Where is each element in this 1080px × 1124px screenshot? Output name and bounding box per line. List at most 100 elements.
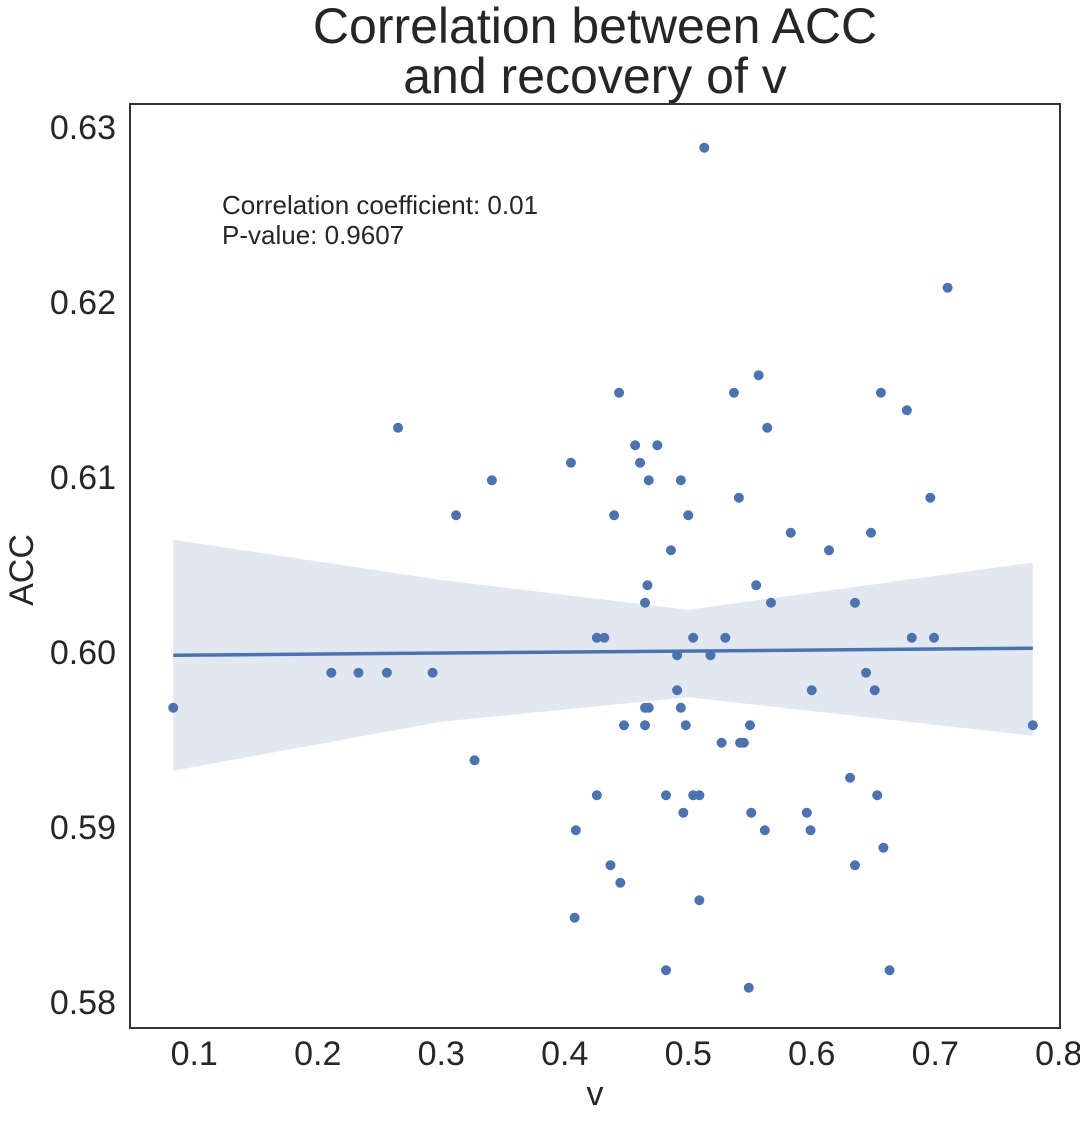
data-point	[746, 807, 757, 818]
y-tick-label: 0.60	[50, 634, 116, 672]
y-tick-label: 0.63	[50, 109, 116, 147]
data-point	[728, 387, 739, 398]
data-point	[720, 632, 731, 643]
data-point	[451, 510, 462, 521]
data-point	[381, 667, 392, 678]
data-point	[733, 492, 744, 503]
data-point	[738, 737, 749, 748]
y-tick-label: 0.62	[50, 284, 116, 322]
x-tick-label: 0.8	[1035, 1035, 1080, 1073]
data-point	[168, 702, 179, 713]
data-point	[929, 632, 940, 643]
data-point	[605, 860, 616, 871]
y-tick-label: 0.58	[50, 984, 116, 1022]
data-point	[680, 720, 691, 731]
data-point	[661, 790, 672, 801]
data-point	[609, 510, 620, 521]
data-point	[866, 527, 877, 538]
data-point	[643, 702, 654, 713]
data-point	[570, 825, 581, 836]
data-point	[806, 685, 817, 696]
data-point	[694, 895, 705, 906]
data-point	[642, 580, 653, 591]
data-point	[705, 650, 716, 661]
data-point	[643, 475, 654, 486]
data-point	[884, 965, 895, 976]
data-point	[906, 632, 917, 643]
plot-frame	[129, 103, 1061, 1029]
data-point	[591, 790, 602, 801]
x-tick-label: 0.5	[665, 1035, 712, 1073]
x-tick-label: 0.7	[912, 1035, 959, 1073]
data-point	[640, 597, 651, 608]
data-point	[942, 282, 953, 293]
data-point	[849, 860, 860, 871]
y-tick-label: 0.59	[50, 809, 116, 847]
data-point	[716, 737, 727, 748]
data-point	[675, 702, 686, 713]
data-point	[393, 422, 404, 433]
data-point	[925, 492, 936, 503]
data-point	[875, 387, 886, 398]
y-tick-label: 0.61	[50, 459, 116, 497]
data-point	[615, 877, 626, 888]
data-point	[678, 807, 689, 818]
data-point	[1027, 720, 1038, 731]
data-point	[569, 912, 580, 923]
data-point	[805, 825, 816, 836]
data-point	[688, 632, 699, 643]
data-point	[486, 475, 497, 486]
data-point	[801, 807, 812, 818]
data-point	[878, 842, 889, 853]
data-point	[353, 667, 364, 678]
data-point	[661, 965, 672, 976]
data-point	[751, 580, 762, 591]
data-point	[849, 597, 860, 608]
chart-title: Correlation between ACC	[313, 0, 877, 54]
data-point	[762, 422, 773, 433]
data-point	[753, 370, 764, 381]
data-point	[675, 475, 686, 486]
x-tick-label: 0.6	[788, 1035, 835, 1073]
data-point	[326, 667, 337, 678]
data-point	[745, 720, 755, 731]
x-tick-label: 0.3	[418, 1035, 465, 1073]
x-tick-label: 0.4	[541, 1035, 588, 1073]
annotation: Correlation coefficient: 0.01	[222, 190, 538, 220]
data-point	[565, 457, 576, 468]
chart-title: and recovery of v	[403, 48, 787, 104]
data-point	[861, 667, 872, 678]
data-point	[652, 440, 663, 451]
data-point	[672, 685, 683, 696]
data-point	[427, 667, 438, 678]
data-point	[785, 527, 796, 538]
data-point	[699, 142, 710, 153]
x-axis-label: v	[587, 1075, 604, 1113]
data-point	[743, 982, 754, 993]
confidence-band	[173, 539, 1033, 771]
data-point	[869, 685, 880, 696]
data-point	[824, 545, 835, 556]
data-point	[759, 825, 770, 836]
data-point	[683, 510, 694, 521]
data-point	[591, 632, 602, 643]
x-tick-label: 0.1	[171, 1035, 218, 1073]
data-point	[765, 597, 776, 608]
data-point	[901, 405, 912, 416]
y-axis-label: ACC	[3, 534, 41, 606]
data-point	[635, 457, 646, 468]
data-point	[614, 387, 625, 398]
data-point	[640, 720, 651, 731]
data-point	[872, 790, 883, 801]
data-point	[599, 632, 610, 643]
data-point	[694, 790, 705, 801]
regression-line	[173, 646, 1033, 657]
data-point	[630, 440, 641, 451]
data-point	[619, 720, 630, 731]
data-point	[665, 545, 676, 556]
x-tick-label: 0.2	[294, 1035, 341, 1073]
annotation: P-value: 0.9607	[222, 220, 404, 250]
data-point	[845, 772, 856, 783]
